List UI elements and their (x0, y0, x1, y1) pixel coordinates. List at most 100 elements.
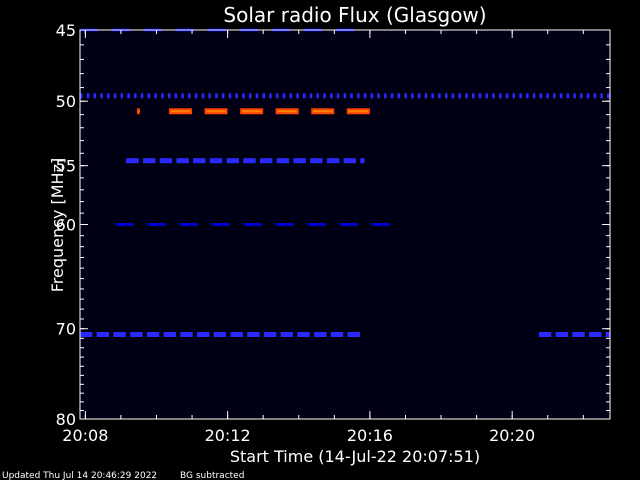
background-stripe (306, 30, 308, 419)
band-49-6-dot (113, 93, 117, 99)
background-stripe (327, 30, 329, 419)
band-60-segment (275, 223, 294, 226)
background-stripe (404, 30, 406, 419)
background-stripe (418, 30, 420, 419)
band-49-6-dot (282, 93, 286, 99)
band-49-6-dot (532, 93, 536, 99)
band-49-6-dot (350, 93, 353, 99)
band-60-segment (371, 223, 390, 226)
x-tick-label: 20:16 (347, 426, 393, 445)
band-49-6-dot (458, 93, 461, 99)
x-tick-label: 20:20 (489, 426, 535, 445)
background-stripe (138, 30, 140, 419)
band-49-6-dot (181, 93, 184, 99)
band-49-6-dot (485, 93, 488, 99)
band-70-6-segment (314, 332, 327, 337)
band-70-6-segment (330, 332, 344, 337)
band-49-6-dot (526, 93, 529, 99)
background-stripe (166, 30, 168, 419)
band-49-6-dot (235, 93, 238, 99)
background-stripe (264, 30, 266, 419)
band-49-6-dot (188, 93, 191, 99)
background-stripe (446, 30, 448, 419)
band-54-6-segment (243, 158, 256, 164)
background-stripe (593, 30, 595, 419)
y-tick-label: 70 (56, 320, 76, 339)
band-70-6-segment (163, 332, 176, 337)
band-49-6-dot (553, 93, 556, 99)
background-stripe (173, 30, 175, 419)
band-49-6-dot (492, 93, 495, 99)
y-tick-label: 80 (56, 410, 76, 429)
band-54-6-segment (310, 158, 323, 164)
background-stripe (481, 30, 483, 419)
band-49-6-dot (397, 93, 401, 99)
band-49-6-dot (573, 93, 576, 99)
band-49-6-dot (336, 93, 340, 99)
burst-50-75-core (170, 110, 190, 113)
band-49-6-dot (580, 93, 583, 99)
band-70-6-segment (297, 332, 310, 337)
band-70-6-segment (555, 332, 568, 337)
band-60-segment (115, 223, 134, 226)
y-tick-label: 55 (56, 157, 76, 176)
band-49-6-dot (316, 93, 319, 99)
background-stripe (530, 30, 532, 419)
band-49-6-dot (600, 93, 603, 99)
background-stripe (110, 30, 112, 419)
band-49-6-dot (586, 93, 590, 99)
band-49-6-dot (221, 93, 225, 99)
band-49-6-dot (161, 93, 164, 99)
band-49-6-dot (289, 93, 292, 99)
band-49-6-dot (330, 93, 333, 99)
burst-50-75-core (206, 110, 226, 113)
band-49-6-dot (134, 93, 137, 99)
band-54-6-segment (176, 158, 189, 164)
band-49-6-dot (140, 93, 144, 99)
band-49-6-dot (505, 93, 509, 99)
band-49-6-dot (262, 93, 265, 99)
band-49-6-dot (370, 93, 374, 99)
band-49-6-dot (242, 93, 245, 99)
background-stripe (229, 30, 231, 419)
background-stripe (502, 30, 504, 419)
background-stripe (488, 30, 490, 419)
band-70-6-segment (605, 332, 610, 337)
band-49-6-dot (154, 93, 157, 99)
band-70-6-segment (146, 332, 160, 337)
band-54-6-segment (276, 158, 290, 164)
background-stripe (439, 30, 441, 419)
band-49-6-dot (445, 93, 448, 99)
band-49-6-dot (539, 93, 543, 99)
band-49-6-dot (512, 93, 515, 99)
axes: 20:08 20:12 20:16 20:20 45 50 55 60 70 80 (56, 21, 610, 445)
band-49-6-dot (208, 93, 211, 99)
background-stripe (236, 30, 238, 419)
background-stripe (586, 30, 588, 419)
band-70-6-segment (180, 332, 193, 337)
band-49-6-dot (357, 93, 360, 99)
background-stripe (565, 30, 567, 419)
y-axis-label: Frequency [MHz] (48, 158, 67, 292)
background-stripe (537, 30, 539, 419)
background-stripe (369, 30, 371, 419)
band-54-6-segment (159, 158, 173, 164)
background-stripe (103, 30, 105, 419)
band-49-6-dot (249, 93, 252, 99)
band-70-6-segment (247, 332, 260, 337)
x-tick-label: 20:08 (62, 426, 108, 445)
band-70-6-segment (230, 332, 243, 337)
background-stripe (334, 30, 336, 419)
band-49-6-dot (390, 93, 394, 99)
background-stripe (453, 30, 455, 419)
band-70-6-segment (96, 332, 110, 337)
background-stripe (544, 30, 546, 419)
band-49-6-dot (303, 93, 306, 99)
band-60-segment (339, 223, 358, 226)
band-70-6-segment (80, 332, 93, 337)
band-49-6-dot (309, 93, 313, 99)
background-stripe (495, 30, 497, 419)
band-49-6-dot (147, 93, 151, 99)
band-49-6-dot (546, 93, 549, 99)
band-54-6-segment (209, 158, 223, 164)
